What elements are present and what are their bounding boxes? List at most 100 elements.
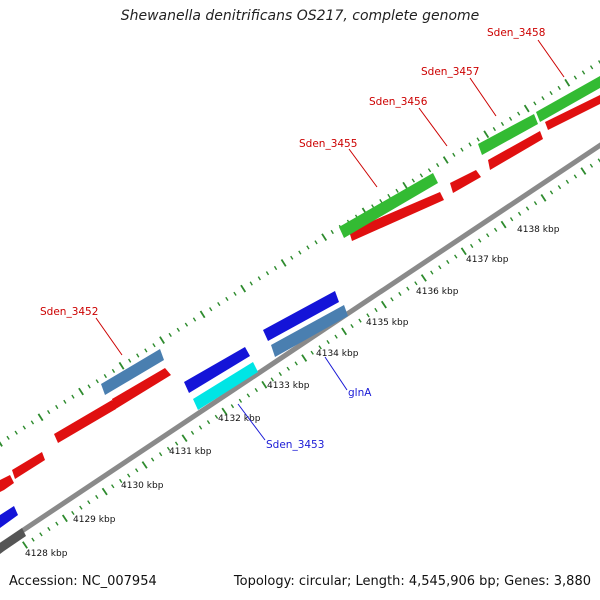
tick-mark [136,353,140,358]
tick-mark [517,211,522,216]
gene-labels: Sden_3452 Sden_3453 glnA Sden_3455 Sden_… [40,27,565,451]
tick-mark [209,307,213,312]
tick-mark [589,65,594,70]
tick-mark [95,379,99,384]
tick-mark [198,425,203,430]
tick-mark [63,399,67,404]
tick-mark [430,270,434,275]
tick-label: 4138 kbp [517,225,560,235]
leader-line [469,77,497,117]
tick-mark [128,358,132,363]
gene-label-sden-3457: Sden_3457 [421,66,479,78]
tick-mark [294,361,298,366]
tick-mark [240,284,247,293]
tick-mark [55,521,59,526]
gene-label-glna: glnA [348,387,372,399]
tick-mark [395,188,399,193]
tick-mark [565,179,570,184]
tick-mark [478,238,482,243]
tick-mark [306,245,310,250]
leader-line [95,317,123,356]
gene-feature-green [478,114,538,155]
tick-mark [273,265,278,271]
tick-mark [78,387,84,396]
gene-feature-blue [263,291,339,341]
tick-mark [152,343,156,348]
tick-mark [31,537,35,542]
tick-mark [468,142,472,147]
genome-backbone [0,142,600,549]
tick-mark [460,147,464,152]
tick-mark [411,178,415,183]
tick-mark [326,340,330,345]
tick-mark [298,250,302,255]
tick-mark [406,286,410,291]
gene-label-sden-3455: Sden_3455 [299,138,357,150]
tick-mark [238,398,243,403]
tick-mark [206,420,211,425]
tick-mark [374,307,378,313]
tick-mark [321,233,328,241]
gene-label-sden-3453: Sden_3453 [266,439,324,451]
tick-mark [500,121,505,126]
tick-mark [158,452,163,457]
gene-feature-red [488,131,543,170]
tick-mark [159,336,165,344]
tick-mark [509,217,514,222]
tick-mark [101,487,108,496]
tick-mark [168,332,172,337]
tick-mark [290,255,294,260]
tick-mark [71,510,75,516]
tick-mark [95,494,99,499]
tick-mark [79,505,83,510]
tick-mark [358,318,362,323]
gene-feature-red [545,95,600,130]
tick-mark [318,345,322,350]
tick-mark [221,407,228,416]
tick-mark [233,291,237,296]
tick-mark [14,430,18,435]
gene-feature-gray [0,528,26,554]
tick-mark [398,291,402,296]
tick-mark [257,276,261,281]
tick-mark [286,366,290,371]
tick-mark [533,201,538,206]
tick-mark [6,435,10,440]
tick-label: 4131 kbp [169,447,212,457]
tick-mark [564,78,571,87]
tick-mark [166,446,171,451]
tick-mark [500,220,507,229]
tick-mark [111,484,115,489]
tick-mark [541,96,545,101]
tick-label: 4130 kbp [121,481,164,491]
tick-mark [414,281,418,286]
tick-mark [246,393,251,398]
tick-mark [141,461,148,469]
tick-mark [301,354,308,362]
tick-mark [127,473,131,478]
tick-mark [330,229,334,235]
tick-mark [549,91,553,96]
tick-mark [39,532,43,537]
tick-label: 4133 kbp [267,381,310,391]
tick-mark [573,174,578,179]
tick-label: 4134 kbp [316,349,359,359]
tick-mark [402,181,409,190]
leader-line [537,39,565,78]
tick-mark [61,514,68,523]
tick-mark [184,322,189,327]
tick-mark [525,206,530,211]
tick-mark [523,104,530,113]
tick-mark [190,430,195,435]
tick-mark [557,85,561,90]
leader-line [348,148,378,188]
tick-mark [379,199,383,204]
tick-mark [476,137,480,142]
tick-mark [470,243,474,248]
tick-mark [230,404,235,409]
tick-mark [597,158,600,163]
tick-mark [261,380,268,389]
gene-label-sden-3452: Sden_3452 [40,306,98,318]
tick-mark [55,404,59,410]
tick-mark [22,425,26,430]
